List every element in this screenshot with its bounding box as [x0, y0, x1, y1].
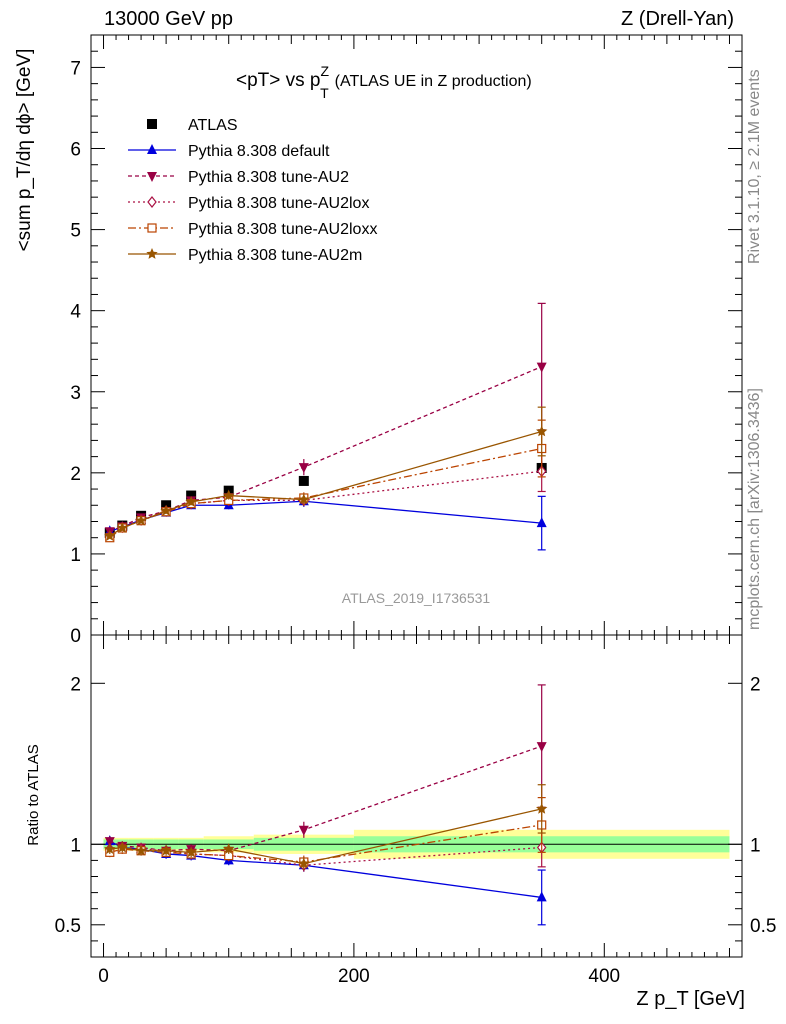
- data-point: [104, 530, 116, 541]
- y-tick-label: 2: [70, 464, 81, 485]
- y-tick-label: 4: [70, 302, 81, 323]
- data-point: [536, 362, 547, 373]
- data-point: [185, 496, 197, 507]
- y-tick-label: 5: [70, 221, 81, 242]
- data-point: [186, 490, 197, 501]
- legend-marker: [147, 119, 157, 129]
- ratio-point: [104, 843, 116, 854]
- ratio-point: [536, 891, 547, 902]
- watermark: ATLAS_2019_I1736531: [342, 590, 491, 606]
- ratio-point: [536, 802, 548, 814]
- y-tick-label: 0: [70, 626, 81, 647]
- legend-label: Pythia 8.308 tune-AU2loxx: [188, 221, 377, 238]
- ratio-point: [116, 841, 128, 853]
- legend-marker: [147, 196, 157, 208]
- ratio-point: [135, 844, 147, 856]
- legend-entry: Pythia 8.308 tune-AU2: [128, 169, 349, 186]
- ratio-y-axis-label: Ratio to ATLAS: [25, 744, 42, 845]
- header-right: Z (Drell-Yan): [621, 8, 734, 30]
- y-tick-label: 1: [70, 545, 81, 566]
- legend-label: Pythia 8.308 tune-AU2: [188, 169, 349, 186]
- data-point: [298, 475, 309, 486]
- legend-label: Pythia 8.308 tune-AU2m: [188, 247, 362, 264]
- main-title: <pT> vs pZ T(ATLAS UE in Z production): [236, 63, 532, 101]
- ratio-y-tick-label: 2: [750, 674, 761, 695]
- ratio-point: [223, 843, 235, 854]
- data-point: [223, 489, 235, 501]
- series-line: [109, 500, 542, 532]
- legend-label: Pythia 8.308 default: [188, 143, 330, 160]
- data-point: [298, 463, 309, 474]
- title-sub: T: [320, 85, 329, 101]
- legend-entry: ATLAS: [147, 117, 238, 134]
- title-sup: Z: [321, 63, 330, 79]
- data-point: [536, 425, 548, 437]
- x-axis-label: Z p_T [GeV]: [636, 988, 745, 1010]
- chart-text: <pT> vs pZ T(ATLAS UE in Z production) AT…: [14, 49, 745, 1010]
- data-point: [135, 514, 147, 526]
- series-4: [105, 419, 547, 543]
- ratio-y-tick-label: 0.5: [55, 916, 81, 937]
- ratio-plot: 0.5 0.5 1 1 2 2 0 200 400: [55, 634, 776, 987]
- y-tick-label: 7: [70, 58, 81, 79]
- ratio-point: [104, 837, 115, 848]
- x-tick-label: 0: [98, 966, 109, 987]
- series-line: [109, 366, 542, 532]
- ratio-series-4: [104, 784, 548, 871]
- ratio-point: [536, 742, 547, 753]
- series-line: [109, 430, 542, 537]
- main-plot: 0 1 2 3 4 5 6 7: [70, 34, 743, 647]
- legend-entry: Pythia 8.308 tune-AU2lox: [128, 195, 369, 212]
- y-tick-label: 6: [70, 140, 81, 161]
- legend-label: ATLAS: [188, 117, 238, 134]
- legend-label: Pythia 8.308 tune-AU2lox: [188, 195, 369, 212]
- header-left: 13000 GeV pp: [104, 8, 233, 30]
- ratio-point: [185, 846, 197, 858]
- legend-entry: Pythia 8.308 tune-AU2m: [128, 247, 362, 264]
- data-point: [536, 517, 547, 528]
- series-0: [104, 460, 547, 538]
- ratio-frame: [90, 634, 743, 958]
- ratio-point: [298, 857, 310, 869]
- data-point: [116, 522, 128, 533]
- ratio-point: [298, 825, 309, 836]
- legend-entry: Pythia 8.308 default: [128, 143, 330, 160]
- ratio-point: [160, 844, 172, 856]
- ratio-line: [109, 808, 542, 865]
- data-point: [298, 493, 310, 505]
- ratio-y-tick-label: 2: [70, 674, 81, 695]
- legend: ATLAS Pythia 8.308 default Pythia 8.308 tu…: [128, 117, 377, 264]
- legend-marker: [147, 172, 157, 182]
- x-tick-label: 400: [588, 966, 620, 987]
- y-tick-label: 3: [70, 383, 81, 404]
- series-5: [104, 406, 548, 541]
- legend-marker: [147, 144, 157, 154]
- title-rest: (ATLAS UE in Z production): [335, 73, 532, 90]
- data-point: [160, 504, 172, 516]
- ratio-y-tick-label: 0.5: [750, 916, 776, 937]
- legend-entry: Pythia 8.308 tune-AU2loxx: [128, 221, 377, 238]
- series-3: [105, 450, 547, 543]
- legend-marker: [146, 248, 158, 259]
- ratio-y-tick-label: 1: [750, 835, 761, 856]
- x-tick-label: 200: [338, 966, 370, 987]
- legend-marker: [147, 223, 157, 233]
- main-y-axis-label: <sum p_T/dη dϕ> [GeV]: [14, 49, 35, 252]
- ratio-y-tick-label: 1: [70, 835, 81, 856]
